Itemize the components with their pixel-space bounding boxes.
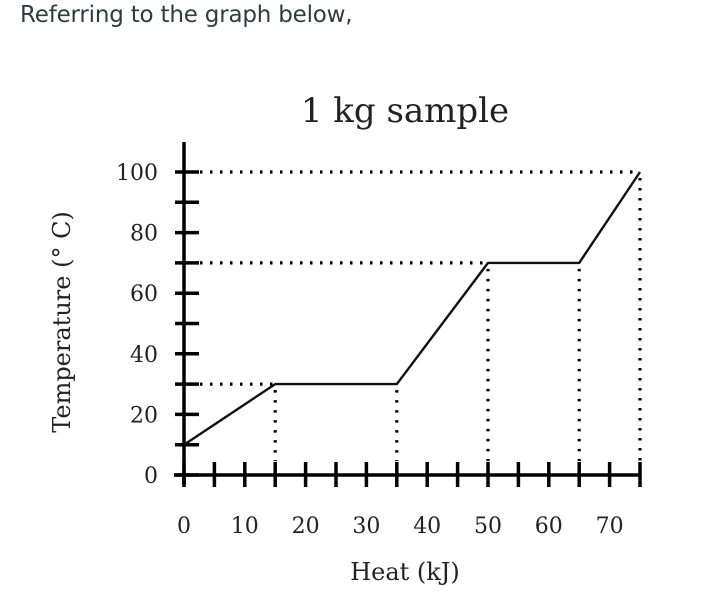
x-tick-label: 10: [231, 514, 259, 539]
question-prompt: Referring to the graph below,: [20, 2, 353, 28]
y-tick-label: 100: [116, 161, 158, 186]
x-tick-label: 60: [535, 514, 563, 539]
x-tick-label: 20: [292, 514, 320, 539]
chart-title: 1 kg sample: [301, 91, 509, 131]
x-tick-label: 50: [474, 514, 502, 539]
x-tick-label: 70: [596, 514, 624, 539]
axes: [174, 142, 642, 487]
heating-curve-line: [183, 171, 641, 446]
dotted-guide-lines: [200, 170, 642, 461]
x-tick-label: 30: [352, 514, 380, 539]
y-tick-label: 0: [144, 464, 158, 489]
x-tick-label: 0: [177, 514, 191, 539]
x-axis-label: Heat (kJ): [350, 558, 460, 586]
x-tick-label: 40: [413, 514, 441, 539]
y-tick-label: 80: [130, 222, 158, 247]
y-axis-label: Temperature (° C): [48, 211, 76, 433]
y-tick-label: 20: [130, 403, 158, 428]
tick-labels: 0 20 40 60 80 100 0 10 20 30 40 50 60 70: [116, 161, 624, 539]
y-tick-label: 60: [130, 282, 158, 307]
y-tick-label: 40: [130, 343, 158, 368]
